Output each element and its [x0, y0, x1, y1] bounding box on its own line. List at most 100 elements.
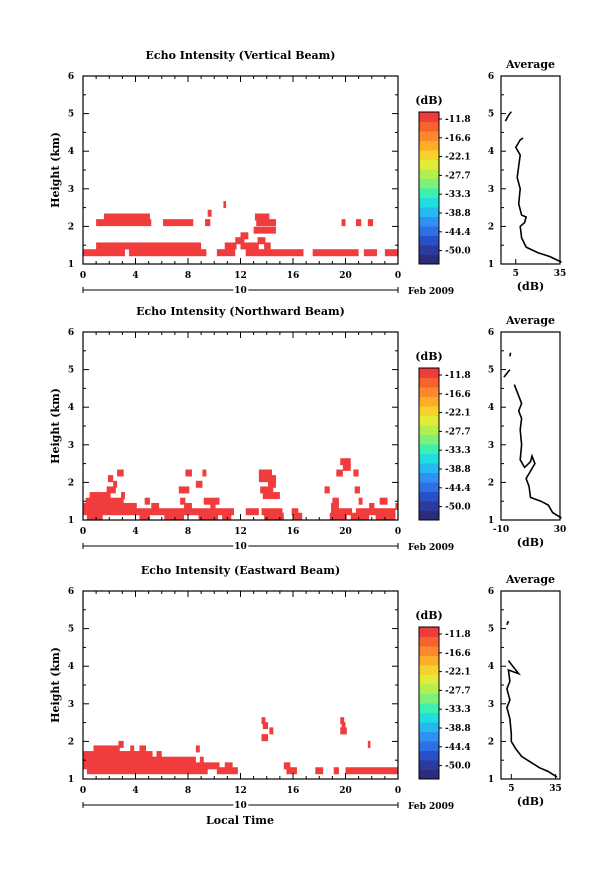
panel-1: Echo Intensity (Northward Beam)123456Hei…	[49, 305, 567, 554]
y-tick-label: 3	[68, 185, 74, 195]
echo-cell	[291, 508, 299, 516]
echo-cell	[262, 722, 269, 730]
echo-cell	[203, 497, 220, 505]
avg-profile-line	[506, 620, 510, 626]
avg-x-tick-label: 30	[554, 525, 567, 535]
colorbar-swatch	[419, 425, 439, 435]
colorbar-swatch	[419, 169, 439, 179]
echo-cell	[139, 745, 146, 753]
colorbar-tick-label: -27.7	[445, 427, 471, 437]
colorbar-swatch	[419, 406, 439, 416]
colorbar-tick-label: -38.8	[445, 465, 471, 475]
colorbar-swatch	[419, 235, 439, 246]
colorbar-swatch	[419, 741, 439, 751]
avg-x-tick-label: 5	[508, 784, 514, 794]
colorbar-frame	[418, 111, 440, 265]
colorbar-swatch	[419, 140, 439, 151]
echo-cell	[156, 751, 162, 759]
colorbar-tick-label: -33.3	[445, 705, 471, 715]
colorbar-tick-label: -50.0	[445, 762, 471, 772]
echo-cell	[253, 226, 276, 234]
y-tick-label: 4	[68, 662, 74, 672]
echo-cell	[117, 469, 124, 477]
colorbar-tick-label: -11.8	[445, 630, 471, 640]
echo-cell	[118, 740, 124, 748]
colorbar-swatch	[419, 377, 439, 388]
colorbar-swatch	[419, 254, 439, 265]
avg-x-label: (dB)	[517, 536, 544, 549]
date-label: Feb 2009	[408, 802, 454, 812]
y-tick-label: 2	[68, 222, 74, 232]
avg-title: Average	[505, 573, 555, 586]
echo-cell	[83, 756, 196, 764]
colorbar-swatch	[419, 197, 439, 208]
y-tick-label: 4	[68, 403, 74, 413]
echo-cell	[315, 767, 324, 775]
colorbar-swatch	[419, 655, 439, 666]
colorbar-unit: (dB)	[415, 94, 442, 107]
avg-x-tick-label: 35	[554, 269, 567, 279]
panel-0: Echo Intensity (Vertical Beam)123456Heig…	[49, 49, 567, 298]
echo-cell	[216, 249, 236, 257]
avg-y-tick-label: 1	[488, 775, 494, 785]
echo-cell	[180, 497, 186, 505]
avg-frame	[500, 75, 561, 265]
echo-cell	[222, 512, 232, 520]
echo-cell	[185, 469, 192, 477]
echo-cell	[216, 767, 238, 775]
echo-cell	[163, 219, 194, 227]
x-tick-label: 0	[80, 786, 86, 796]
echo-cell	[144, 497, 150, 505]
colorbar-swatch	[419, 501, 439, 511]
avg-x-label: (dB)	[517, 280, 544, 293]
colorbar-tick-label: -16.6	[445, 649, 471, 659]
colorbar-tick-label: -44.4	[445, 484, 471, 494]
colorbar-unit: (dB)	[415, 609, 442, 622]
echo-cell	[178, 486, 190, 494]
avg-y-tick-label: 4	[488, 403, 494, 413]
y-tick-label: 1	[68, 260, 74, 270]
colorbar-swatch	[419, 188, 439, 198]
echo-cell	[363, 249, 377, 257]
echo-cell	[86, 767, 208, 775]
echo-cell	[245, 508, 259, 516]
day-label: 10	[234, 801, 247, 811]
x-tick-label: 8	[185, 271, 191, 281]
echo-cell	[210, 502, 216, 510]
avg-y-tick-label: 2	[488, 222, 494, 232]
x-tick-label: 16	[287, 527, 300, 537]
echo-cell	[356, 508, 396, 516]
avg-y-tick-label: 4	[488, 662, 494, 672]
avg-frame	[500, 590, 561, 780]
y-tick-label: 6	[68, 587, 74, 597]
avg-y-tick-label: 3	[488, 700, 494, 710]
echo-cell	[340, 717, 345, 725]
colorbar-swatch	[419, 491, 439, 502]
echo-cell	[379, 497, 388, 505]
echo-cell	[223, 201, 227, 209]
colorbar-swatch	[419, 510, 439, 521]
colorbar-tick-label: -11.8	[445, 371, 471, 381]
colorbar-tick-label: -38.8	[445, 209, 471, 219]
colorbar-swatch	[419, 722, 439, 732]
colorbar-tick-label: -16.6	[445, 134, 471, 144]
y-tick-label: 3	[68, 700, 74, 710]
avg-y-tick-label: 5	[488, 110, 494, 120]
echo-cell	[240, 242, 259, 250]
colorbar-swatch	[419, 627, 439, 637]
avg-y-tick-label: 2	[488, 737, 494, 747]
y-tick-label: 2	[68, 737, 74, 747]
echo-cell	[128, 249, 207, 257]
echo-cell	[240, 232, 249, 240]
avg-y-tick-label: 6	[488, 328, 494, 338]
panel-title: Echo Intensity (Northward Beam)	[136, 305, 345, 318]
panel-title: Echo Intensity (Eastward Beam)	[141, 564, 340, 577]
colorbar-swatch	[419, 396, 439, 407]
echo-cell	[258, 469, 272, 477]
day-label: 10	[234, 542, 247, 552]
avg-profile-line	[513, 384, 562, 519]
colorbar-tick-label: -22.1	[445, 409, 471, 419]
y-tick-label: 5	[68, 625, 74, 635]
colorbar-tick-label: -33.3	[445, 446, 471, 456]
